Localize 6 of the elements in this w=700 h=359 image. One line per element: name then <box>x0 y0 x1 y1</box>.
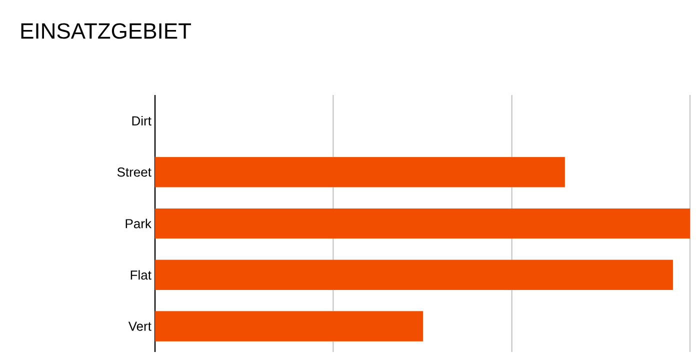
y-tick-label: Park <box>126 218 152 228</box>
y-tick-label: Vert <box>128 322 152 331</box>
y-tick-label: Dirt <box>132 116 152 126</box>
chart-title: EINSATZGEBIET <box>21 23 192 39</box>
y-tick-label: Street <box>117 168 152 177</box>
y-tick-label: Flat <box>130 270 152 280</box>
